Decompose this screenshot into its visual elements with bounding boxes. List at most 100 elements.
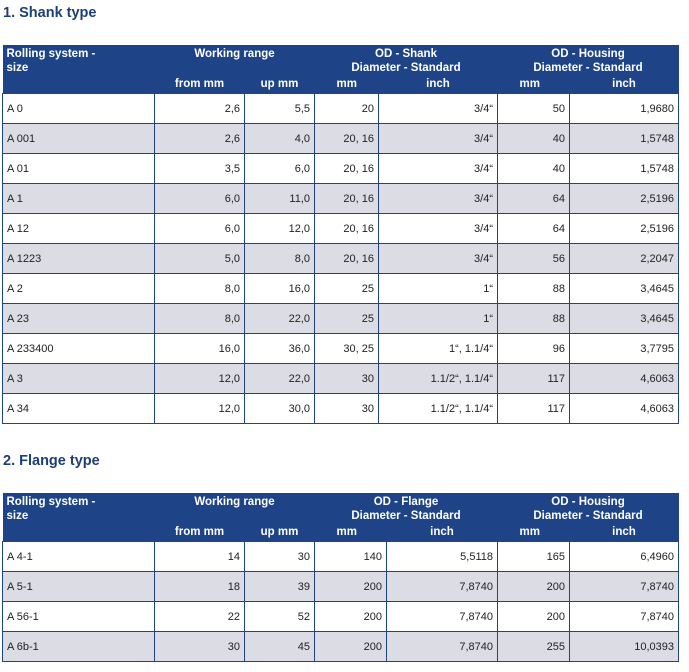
table-subheader-row: from mm up mm mm inch mm inch	[3, 525, 679, 542]
table-cell: 45	[244, 631, 315, 662]
table-row: A 56-1 22 52 200 7,8740 200 7,8740	[2, 601, 679, 632]
table-cell: 7,8740	[569, 601, 679, 632]
table-cell: 165	[497, 541, 570, 572]
table-cell: 3,7795	[569, 333, 679, 364]
table-cell: 200	[314, 601, 387, 632]
table-cell: 22	[154, 601, 245, 632]
table-cell: 2,6	[154, 123, 245, 154]
table-cell: 3/4“	[378, 93, 498, 124]
system-size-cell: A 001	[2, 123, 155, 154]
table-cell: 16,0	[244, 273, 315, 304]
system-size-cell: A 5-1	[2, 571, 155, 602]
rolling-system-header: Rolling system - size	[2, 493, 155, 542]
table-cell: 3,5	[154, 153, 245, 184]
table-cell: 12,0	[154, 393, 245, 424]
shank-type-table: Rolling system - size Working range OD - …	[2, 45, 679, 424]
table-cell: 1“	[378, 273, 498, 304]
table-cell: 200	[497, 601, 570, 632]
od-housing-header: OD - Housing Diameter - Standard	[497, 493, 679, 525]
table-cell: 30	[154, 631, 245, 662]
table-cell: 40	[497, 123, 570, 154]
table-row: A 6b-1 30 45 200 7,8740 255 10,0393	[2, 631, 679, 662]
flange-type-table: Rolling system - size Working range OD - …	[2, 493, 679, 662]
table-cell: 36,0	[244, 333, 315, 364]
table-cell: 50	[497, 93, 570, 124]
table-cell: 1.1/2“, 1.1/4“	[378, 393, 498, 424]
table-row: A 233400 16,0 36,0 30, 25 1“, 1.1/4“ 96 3,7795	[2, 333, 679, 364]
table-cell: 30, 25	[314, 333, 379, 364]
table-cell: 30	[244, 541, 315, 572]
table-cell: 5,5118	[386, 541, 498, 572]
table-cell: 1,5748	[569, 123, 679, 154]
table-row: A 5-1 18 39 200 7,8740 200 7,8740	[2, 571, 679, 602]
working-range-header: Working range	[154, 493, 315, 525]
table-row: A 001 2,6 4,0 20, 16 3/4“ 40 1,5748	[2, 123, 679, 154]
table-cell: 7,8740	[386, 571, 498, 602]
table-cell: 200	[314, 571, 387, 602]
table-cell: 117	[497, 363, 570, 394]
housing-mm-header: mm	[497, 77, 570, 94]
table-cell: 7,8740	[386, 631, 498, 662]
table-cell: 20, 16	[314, 183, 379, 214]
system-size-cell: A 1223	[2, 243, 155, 274]
system-size-cell: A 3	[2, 363, 155, 394]
table-cell: 117	[497, 393, 570, 424]
table-row: A 3 12,0 22,0 30 1.1/2“, 1.1/4“ 117 4,6063	[2, 363, 679, 394]
table-cell: 88	[497, 303, 570, 334]
table-cell: 56	[497, 243, 570, 274]
table-cell: 4,6063	[569, 363, 679, 394]
table-cell: 14	[154, 541, 245, 572]
table-cell: 1“	[378, 303, 498, 334]
table-cell: 22,0	[244, 303, 315, 334]
system-size-cell: A 01	[2, 153, 155, 184]
table-cell: 8,0	[154, 273, 245, 304]
table-cell: 5,5	[244, 93, 315, 124]
up-mm-header: up mm	[244, 77, 315, 94]
table-subheader-row: from mm up mm mm inch mm inch	[3, 77, 679, 94]
table-cell: 39	[244, 571, 315, 602]
table-cell: 3/4“	[378, 123, 498, 154]
system-size-cell: A 34	[2, 393, 155, 424]
from-mm-header: from mm	[154, 77, 245, 94]
table-cell: 2,2047	[569, 243, 679, 274]
table-cell: 6,0	[154, 183, 245, 214]
table-cell: 40	[497, 153, 570, 184]
table-cell: 20, 16	[314, 243, 379, 274]
flange-mm-header: mm	[314, 525, 387, 542]
table-cell: 88	[497, 273, 570, 304]
table-cell: 200	[497, 571, 570, 602]
table-cell: 12,0	[154, 363, 245, 394]
table-row: A 2 8,0 16,0 25 1“ 88 3,4645	[2, 273, 679, 304]
flange-type-heading: 2. Flange type	[3, 453, 100, 469]
system-size-cell: A 4-1	[2, 541, 155, 572]
system-size-cell: A 1	[2, 183, 155, 214]
table-cell: 7,8740	[386, 601, 498, 632]
table-cell: 2,5196	[569, 213, 679, 244]
table-cell: 1“, 1.1/4“	[378, 333, 498, 364]
shank-inch-header: inch	[378, 77, 498, 94]
table-cell: 16,0	[154, 333, 245, 364]
table-cell: 10,0393	[569, 631, 679, 662]
table-cell: 3/4“	[378, 213, 498, 244]
table-cell: 255	[497, 631, 570, 662]
table-cell: 8,0	[154, 303, 245, 334]
table-cell: 200	[314, 631, 387, 662]
table-cell: 2,6	[154, 93, 245, 124]
table-row: A 34 12,0 30,0 30 1.1/2“, 1.1/4“ 117 4,6063	[2, 393, 679, 424]
system-size-cell: A 2	[2, 273, 155, 304]
table-header-row: Rolling system - size Working range OD - …	[2, 45, 679, 94]
table-cell: 6,0	[244, 153, 315, 184]
table-header-row: Rolling system - size Working range OD - …	[2, 493, 679, 542]
shank-type-heading: 1. Shank type	[3, 5, 97, 21]
table-cell: 25	[314, 273, 379, 304]
table-cell: 20, 16	[314, 123, 379, 154]
table-cell: 2,5196	[569, 183, 679, 214]
table-cell: 11,0	[244, 183, 315, 214]
housing-inch-header: inch	[569, 77, 679, 94]
table-cell: 6,4960	[569, 541, 679, 572]
table-row: A 1223 5,0 8,0 20, 16 3/4“ 56 2,2047	[2, 243, 679, 274]
table-cell: 140	[314, 541, 387, 572]
table-cell: 12,0	[244, 213, 315, 244]
table-row: A 1 6,0 11,0 20, 16 3/4“ 64 2,5196	[2, 183, 679, 214]
table-cell: 20	[314, 93, 379, 124]
